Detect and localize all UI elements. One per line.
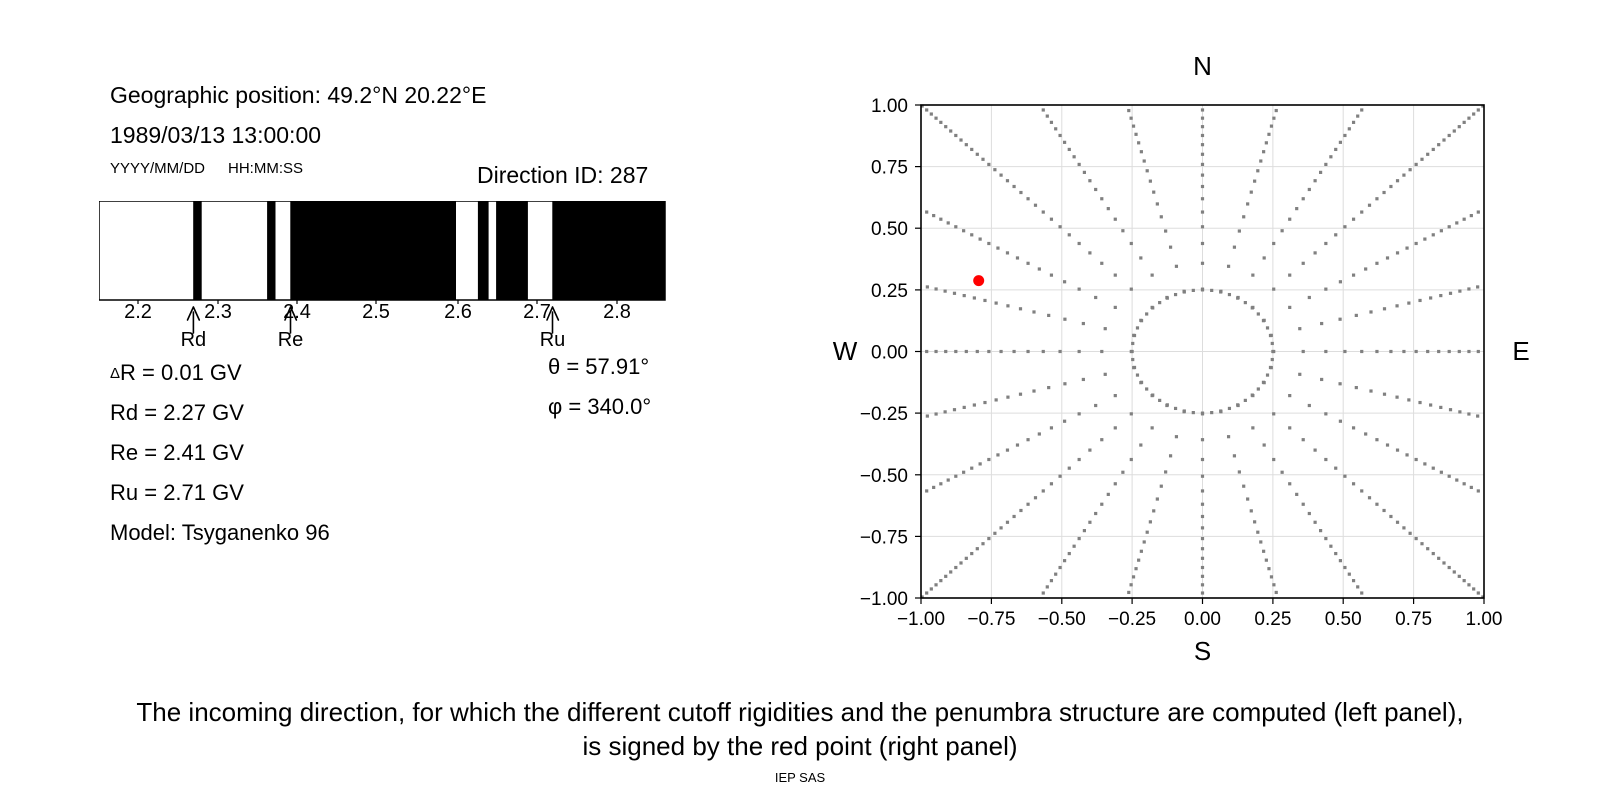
svg-text:2.2: 2.2 — [124, 301, 152, 323]
svg-text:N: N — [1193, 51, 1212, 81]
svg-text:Ru: Ru — [540, 329, 566, 351]
svg-text:Rd: Rd — [181, 329, 207, 351]
svg-text:0.50: 0.50 — [871, 219, 908, 240]
svg-text:0.75: 0.75 — [1395, 609, 1432, 630]
svg-text:2.6: 2.6 — [444, 301, 472, 323]
svg-text:−1.00: −1.00 — [860, 589, 908, 610]
svg-text:0.25: 0.25 — [871, 281, 908, 302]
svg-text:0.00: 0.00 — [1184, 609, 1221, 630]
svg-text:−0.50: −0.50 — [1038, 609, 1086, 630]
svg-text:−0.75: −0.75 — [860, 527, 908, 548]
svg-text:0.75: 0.75 — [871, 158, 908, 179]
svg-text:−0.75: −0.75 — [967, 609, 1015, 630]
svg-text:−0.25: −0.25 — [1108, 609, 1156, 630]
svg-text:−0.25: −0.25 — [860, 404, 908, 425]
svg-text:2.5: 2.5 — [362, 301, 390, 323]
svg-text:0.25: 0.25 — [1254, 609, 1291, 630]
svg-text:1.00: 1.00 — [1466, 609, 1503, 630]
svg-text:S: S — [1194, 636, 1211, 666]
svg-text:2.8: 2.8 — [603, 301, 631, 323]
svg-text:0.50: 0.50 — [1325, 609, 1362, 630]
svg-text:2.3: 2.3 — [204, 301, 232, 323]
svg-text:1.00: 1.00 — [871, 96, 908, 117]
svg-text:−0.50: −0.50 — [860, 466, 908, 487]
svg-text:Re: Re — [278, 329, 304, 351]
svg-text:−1.00: −1.00 — [897, 609, 945, 630]
